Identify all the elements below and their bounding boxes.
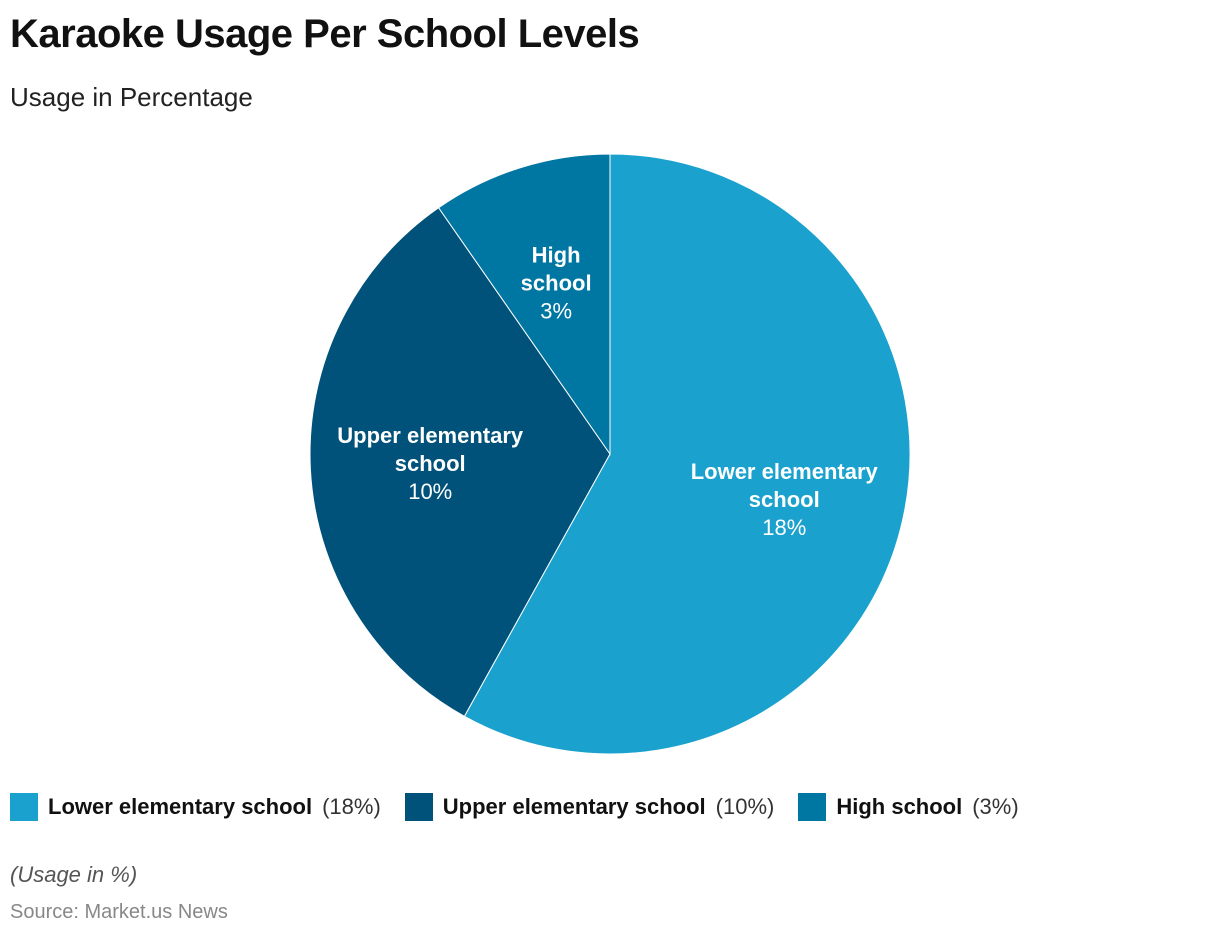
slice-label: Lower elementary [691, 459, 879, 484]
slice-label: High [532, 242, 581, 267]
legend-swatch [10, 793, 38, 821]
slice-value-label: 10% [408, 479, 452, 504]
chart-subtitle: Usage in Percentage [10, 82, 253, 112]
legend-label: Lower elementary school [48, 794, 313, 819]
slice-value-label: 18% [762, 515, 806, 540]
pie-slice-upper-elementary-school[interactable] [309, 207, 611, 717]
legend-swatch [404, 793, 433, 821]
legend-value: (10%) [715, 794, 775, 819]
chart-note: (Usage in %) [10, 862, 138, 887]
pie-chart: Lower elementary school 18% Upper elementar… [309, 153, 911, 755]
chart-title: Karaoke Usage Per School Levels [10, 12, 640, 56]
slice-label: Upper elementary [337, 423, 524, 448]
legend-label: Upper elementary school [442, 794, 706, 819]
legend-item-high-school[interactable]: High school (3%) [798, 793, 1019, 821]
slice-label: school [521, 270, 592, 295]
legend-value: (18%) [322, 794, 381, 819]
legend-value: (3%) [972, 794, 1019, 819]
chart-source: Source: Market.us News [10, 901, 228, 923]
legend: Lower elementary school (18%) Upper elem… [10, 793, 1019, 821]
legend-label: High school [836, 794, 963, 819]
legend-swatch [798, 793, 827, 821]
slice-value-label: 3% [540, 298, 572, 323]
pie-slice-lower-elementary-school[interactable] [463, 153, 911, 755]
legend-item-upper-elementary[interactable]: Upper elementary school (10%) [404, 793, 775, 821]
slice-label: school [749, 487, 820, 512]
legend-item-lower-elementary[interactable]: Lower elementary school (18%) [10, 793, 381, 821]
slice-label: school [395, 451, 466, 476]
pie-slice-high-school[interactable] [437, 153, 611, 456]
